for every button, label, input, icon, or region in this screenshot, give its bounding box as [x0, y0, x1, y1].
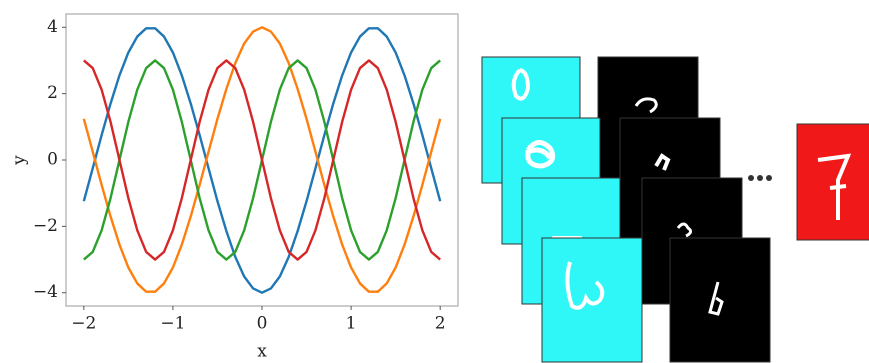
- x-tick-label: −2: [71, 314, 96, 334]
- figure: x y −2 −1 0 1 2 −4 −2 0 2 4: [0, 0, 869, 363]
- ellipsis: [748, 175, 772, 181]
- y-tick-label: 2: [47, 83, 58, 103]
- dot: [748, 175, 754, 181]
- cyan-image: [542, 238, 642, 362]
- dot: [757, 175, 763, 181]
- x-axis-label: x: [257, 342, 267, 362]
- dot: [766, 175, 772, 181]
- x-tick-label: 2: [435, 314, 446, 334]
- red-image: [797, 124, 869, 240]
- page: x y −2−1012−4−2024 (() => { const data =…: [0, 0, 869, 363]
- x-tick-label: −1: [160, 314, 185, 334]
- y-axis-label: y: [10, 155, 30, 166]
- x-tick-label: 1: [346, 314, 357, 334]
- y-tick-label: 0: [47, 150, 58, 170]
- x-tick-label: 0: [257, 314, 268, 334]
- image-stack: [482, 57, 869, 362]
- y-tick-label: −4: [33, 282, 58, 302]
- y-tick-label: 4: [47, 17, 58, 37]
- y-tick-label: −2: [33, 216, 58, 236]
